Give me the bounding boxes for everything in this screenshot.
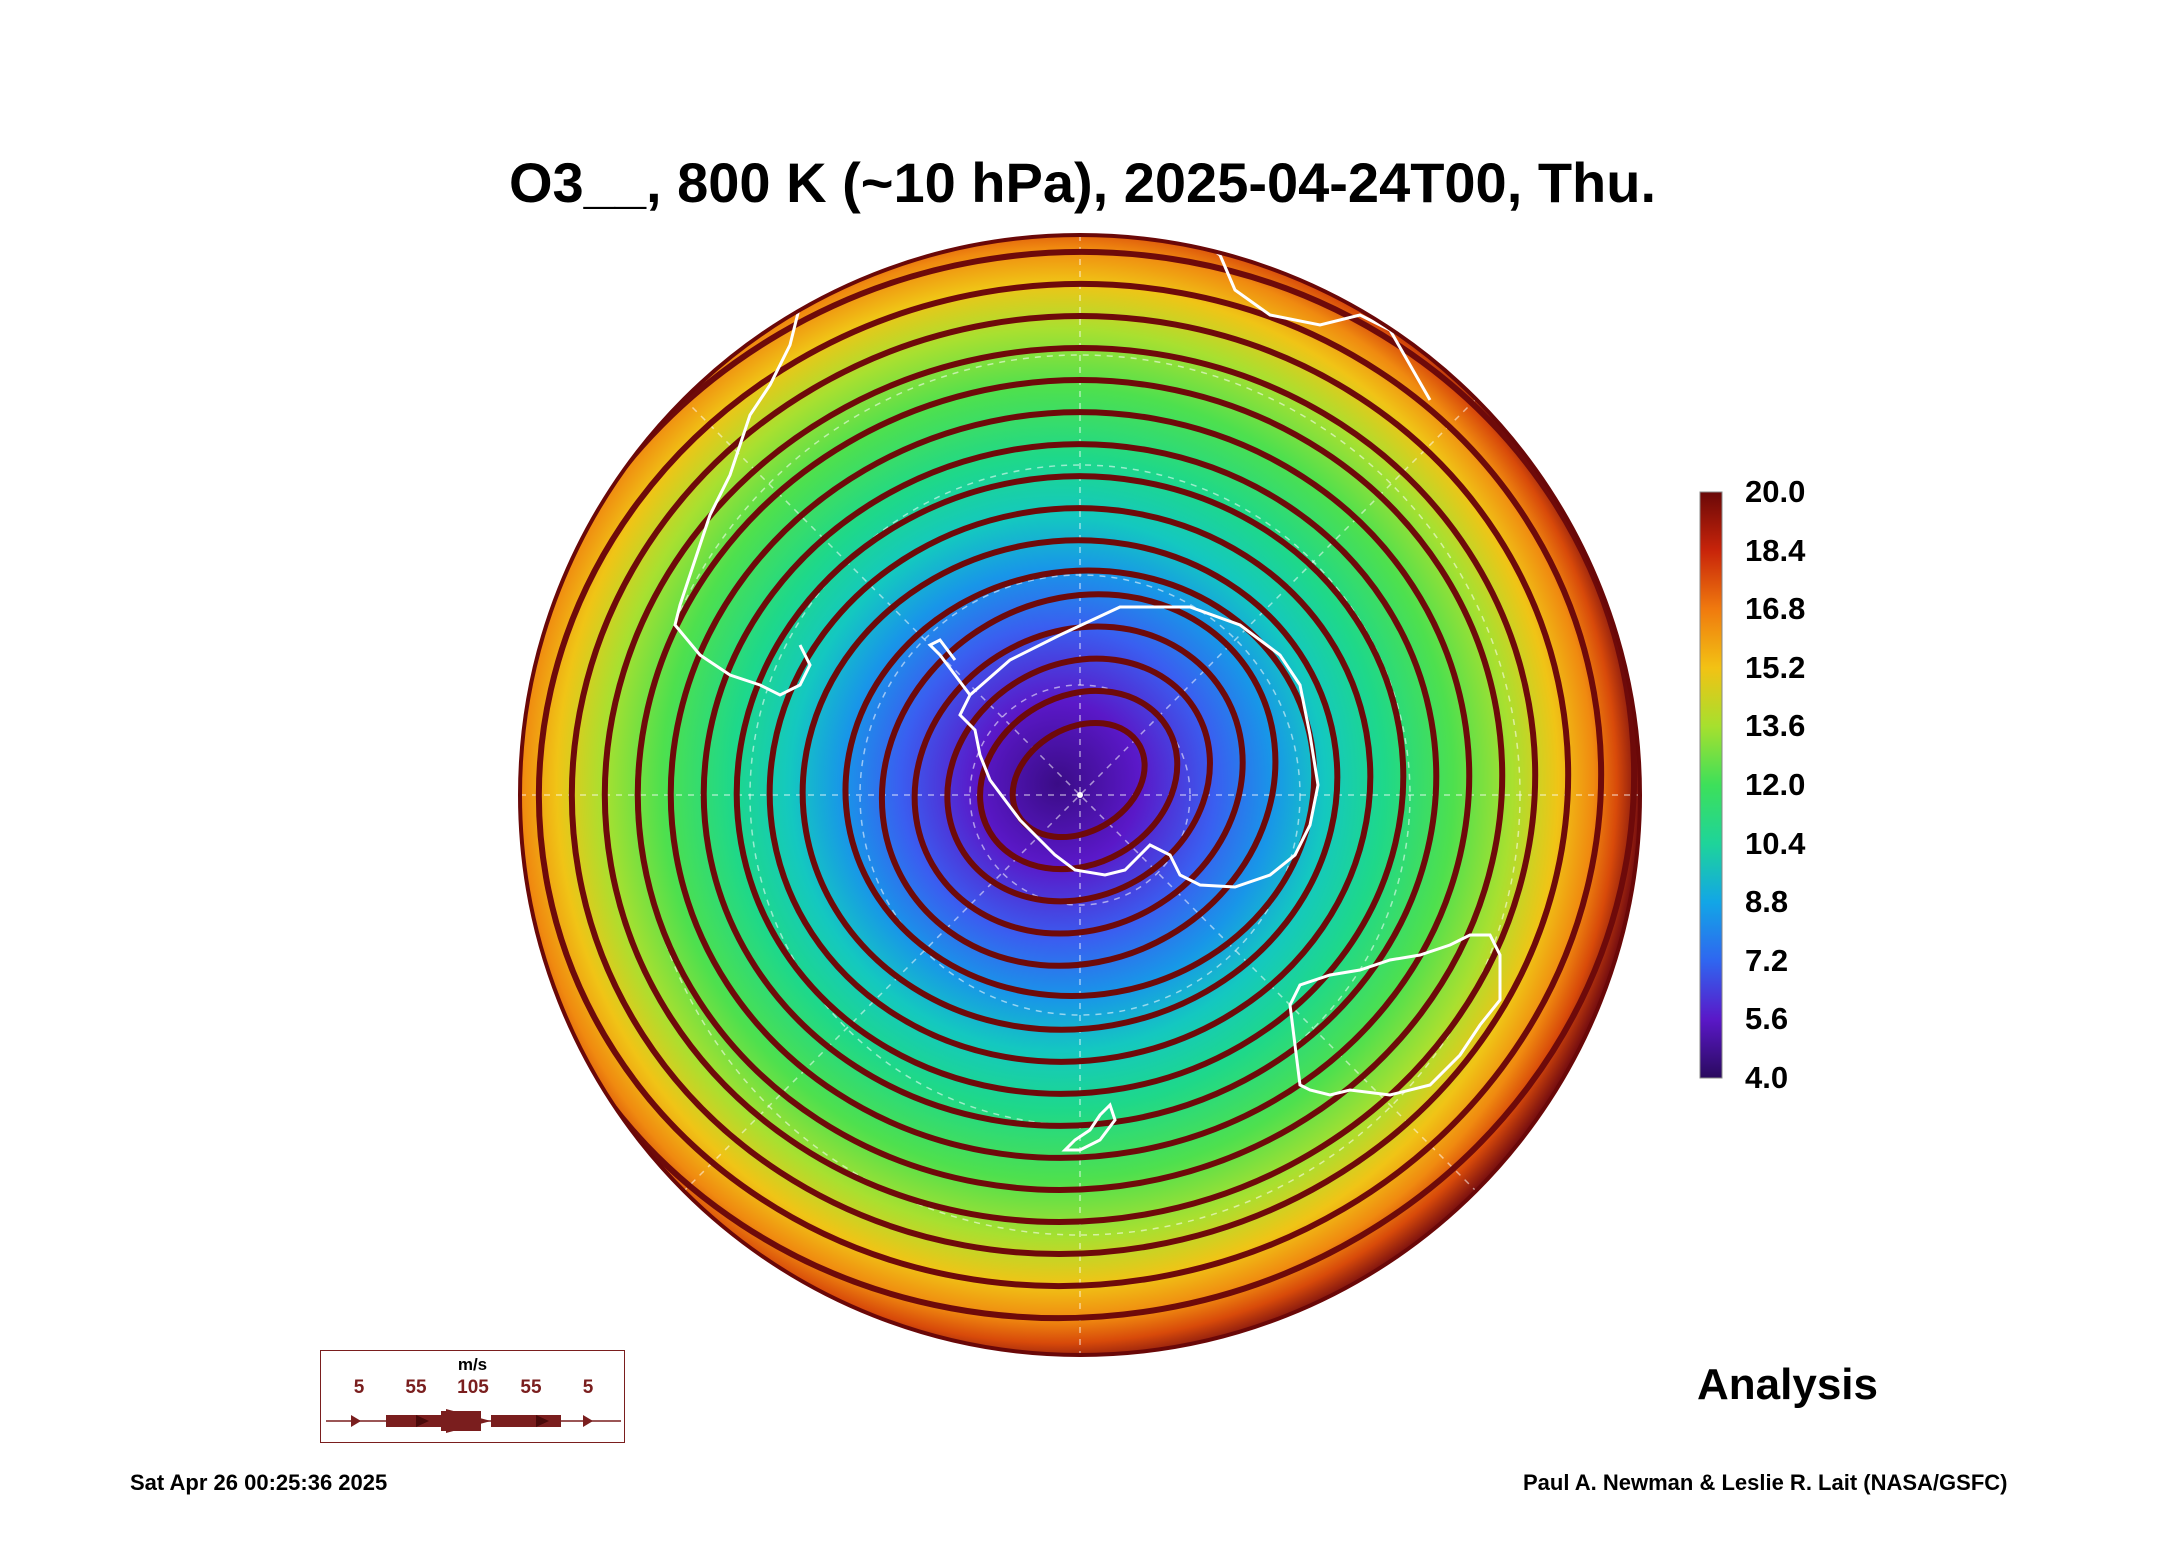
streamline: [766, 505, 1374, 1065]
streamline: [601, 345, 1539, 1225]
wind-legend-value: 105: [457, 1377, 489, 1398]
polar-ozone-map: [518, 233, 1642, 1357]
wind-legend-unit: m/s: [457, 1355, 488, 1374]
streamline: [944, 655, 1213, 905]
wind-legend-value: 5: [582, 1377, 594, 1398]
colorbar-tick-label: 18.4: [1745, 532, 1806, 568]
colorbar-tick-label: 5.6: [1745, 1001, 1789, 1037]
disc-outline: [518, 233, 1642, 1357]
colorbar-tick-label: 16.8: [1745, 591, 1806, 627]
streamline: [977, 687, 1181, 873]
wind-legend-value: 55: [405, 1377, 427, 1398]
colorbar: [1699, 491, 1723, 1079]
analysis-label: Analysis: [1697, 1360, 1878, 1409]
colorbar-tick-label: 15.2: [1745, 649, 1806, 685]
render-timestamp: Sat Apr 26 00:25:36 2025: [130, 1470, 388, 1495]
wind-legend-value: 55: [520, 1377, 542, 1398]
streamline: [733, 473, 1407, 1097]
streamline: [667, 409, 1473, 1161]
streamline: [535, 281, 1605, 1289]
streamline: [568, 313, 1572, 1257]
wind-arrow-scale: [326, 1409, 621, 1433]
streamline: [799, 537, 1341, 1033]
colorbar-gradient: [1699, 491, 1723, 1079]
streamline: [878, 591, 1279, 969]
credit-line: Paul A. Newman & Leslie R. Lait (NASA/GS…: [1523, 1470, 2008, 1495]
map-title: O3__, 800 K (~10 hPa), 2025-04-24T00, Th…: [508, 151, 1656, 214]
antarctic-peninsula: [927, 638, 972, 696]
wind-legend-value: 5: [353, 1377, 365, 1398]
wind-speed-legend: m/s 5 55 105 55 5: [320, 1350, 625, 1443]
new-zealand-coast: [1061, 1102, 1117, 1152]
colorbar-tick-label: 20.0: [1745, 474, 1806, 509]
streamline: [911, 623, 1246, 937]
streamline: [700, 441, 1440, 1129]
africa-coast: [1199, 238, 1432, 401]
colorbar-tick-label: 12.0: [1745, 767, 1806, 802]
colorbar-tick-label: 13.6: [1745, 708, 1806, 744]
pole-marker: [1077, 792, 1083, 798]
coastlines: [673, 238, 1502, 1152]
antarctica-coast: [958, 605, 1320, 889]
streamline: [634, 377, 1506, 1193]
colorbar-tick-label: 4.0: [1745, 1060, 1789, 1095]
australia-coast: [1288, 933, 1502, 1097]
colorbar-tick-label: 8.8: [1745, 884, 1789, 920]
colorbar-tick-label: 7.2: [1745, 942, 1789, 978]
colorbar-tick-label: 10.4: [1745, 825, 1806, 861]
south-america-coast: [673, 304, 812, 697]
streamline: [520, 248, 1638, 1322]
